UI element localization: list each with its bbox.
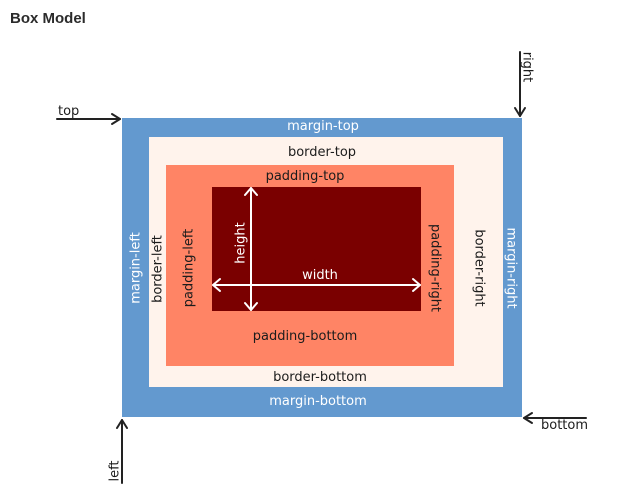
margin-top-label: margin-top [287,119,359,134]
bottom-position-label: bottom [541,418,589,433]
height-label: height [233,222,249,264]
height-arrow-head-bottom [244,302,258,311]
diagram-title: Box Model [10,10,86,27]
left-position-arrow-head [116,419,128,429]
padding-top-label: padding-top [265,169,345,184]
content-area [212,187,421,311]
border-top-label: border-top [287,145,357,160]
bottom-position-arrow-head [523,412,533,424]
left-position-label: left [107,460,123,482]
width-label: width [302,268,338,283]
padding-bottom-label: padding-bottom [252,329,358,344]
right-position-label: right [519,51,535,83]
right-position-arrow-head [514,107,526,117]
top-position-label: top [58,104,80,119]
top-position-arrow-head [111,113,121,125]
width-arrow-head-left [212,278,221,292]
border-bottom-label: border-bottom [273,370,367,385]
margin-bottom-label: margin-bottom [269,394,367,409]
height-arrow-head-top [244,187,258,196]
width-arrow-head-right [412,278,421,292]
